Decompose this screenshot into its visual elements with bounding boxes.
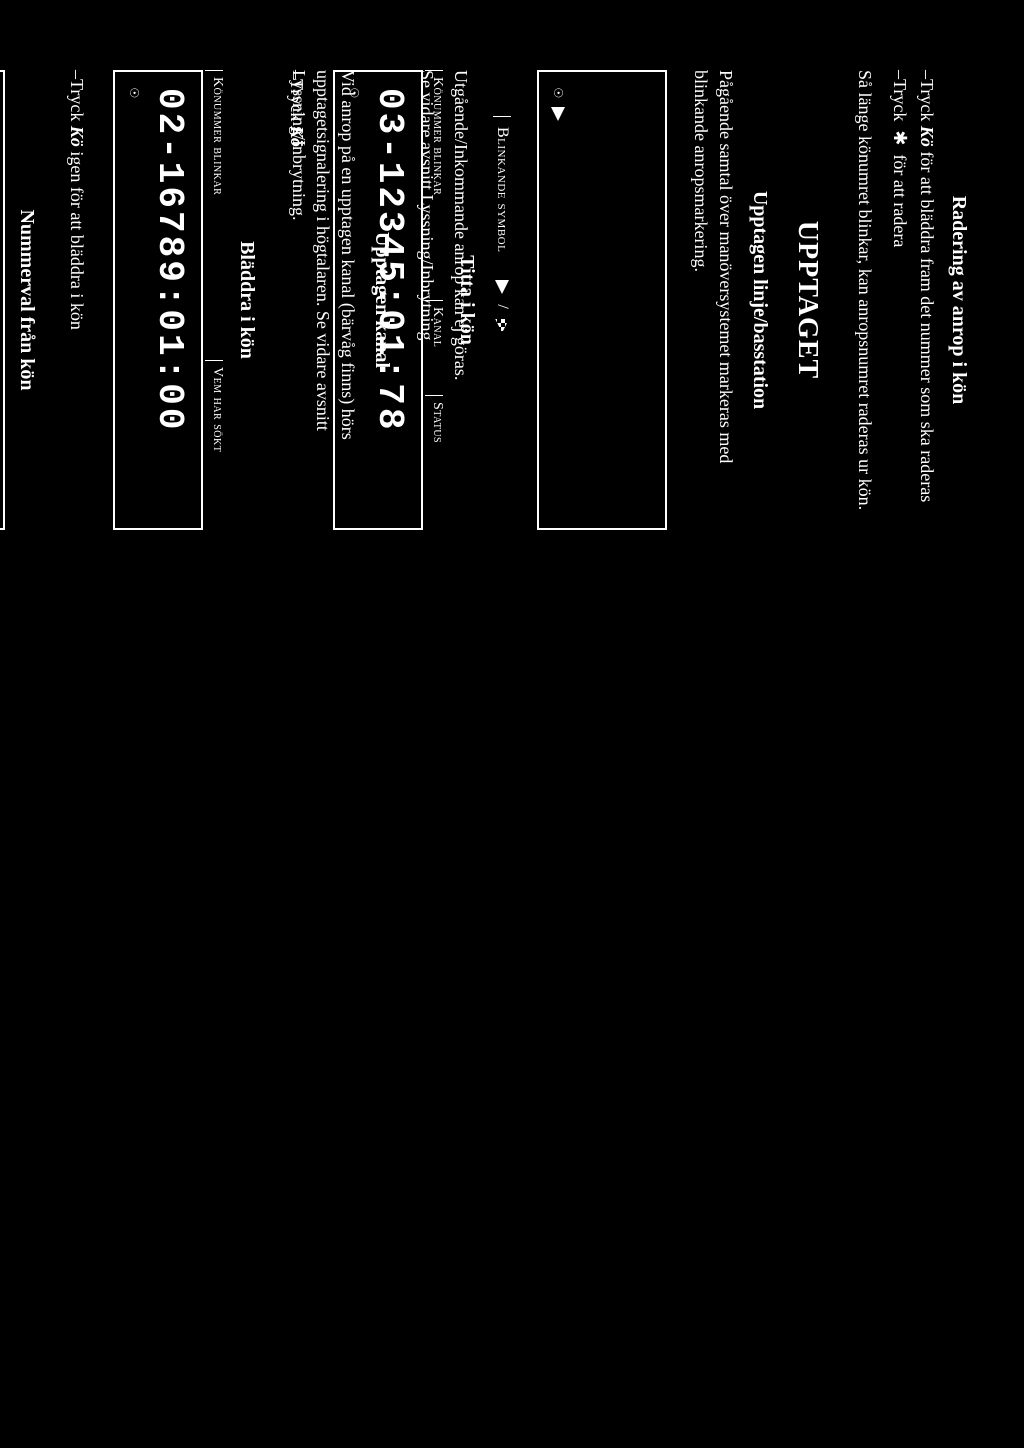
arrow-solid-icon [551,107,565,121]
text-sevidare: Se vidare avsnitt Lyssning/Inbrytning [415,70,439,530]
instr-radera-2: –Tryck ✱ för att radera [889,70,910,530]
instr-radera-1: –Tryck Kö för att bläddra fram det numme… [916,70,937,530]
heading-linje: Upptagen linje/basstation [748,70,771,530]
arrow-solid-icon-2 [495,280,509,294]
display-blink: ☉ [537,70,667,530]
arrow-checker-icon [495,319,509,333]
para-vidanrop: Vid anrop på en upptagen kanal (bärvåg f… [287,70,360,530]
heading-upptaget: UPPTAGET [791,70,823,530]
para-pagaende: Pågående samtal över manöversystemet mar… [689,70,738,530]
text-salange: Så länge könumret blinkar, kan anropsnum… [853,70,877,530]
page-13: Radering av anrop i kön –Tryck Kö för at… [0,70,970,530]
blink-symbol-row: Blinkande symbol / [493,70,511,530]
text-utgaende: Utgående/Inkommande anrop kan ej göras. [449,70,473,530]
heading-kanal: Upptagen kanal [370,70,393,530]
heading-radering: Radering av anrop i kön [947,70,970,530]
pointer-blink: ☉ [549,88,569,121]
